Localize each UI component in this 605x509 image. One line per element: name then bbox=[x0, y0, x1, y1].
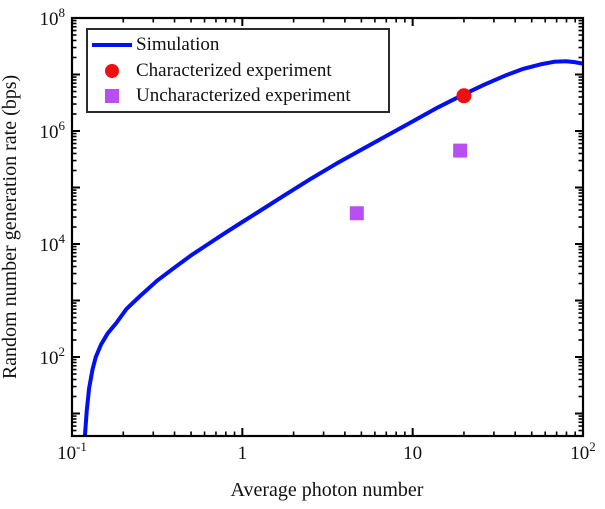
x-tick-label: 102 bbox=[570, 439, 596, 464]
legend-swatch-wrap bbox=[88, 42, 136, 47]
y-tick-label: 102 bbox=[40, 344, 66, 369]
x-tick-label: 1 bbox=[238, 443, 248, 464]
uncharacterized-square-swatch bbox=[105, 89, 119, 104]
uncharacterized-marker bbox=[349, 206, 364, 221]
uncharacterized-marker bbox=[453, 143, 468, 158]
simulation-curve bbox=[82, 59, 583, 436]
y-tick-label: 104 bbox=[40, 231, 66, 256]
x-tick-label: 10 bbox=[403, 443, 422, 464]
characterized-circle-swatch bbox=[105, 63, 119, 78]
legend-label-uncharacterized: Uncharacterized experiment bbox=[136, 85, 351, 107]
legend-label-characterized: Characterized experiment bbox=[136, 59, 332, 81]
characterized-marker bbox=[456, 88, 472, 104]
y-tick-label: 106 bbox=[40, 118, 66, 143]
y-axis-label: Random number generation rate (bps) bbox=[0, 75, 21, 379]
legend: Simulation Characterized experiment Unch… bbox=[86, 28, 390, 113]
legend-swatch-wrap bbox=[88, 63, 136, 78]
legend-swatch-wrap bbox=[88, 89, 136, 104]
legend-item-uncharacterized: Uncharacterized experiment bbox=[88, 83, 388, 109]
plot-border bbox=[70, 16, 585, 438]
legend-item-simulation: Simulation bbox=[88, 32, 388, 58]
x-axis-label: Average photon number bbox=[231, 479, 424, 501]
simulation-line-swatch bbox=[92, 42, 132, 47]
plot-area: 10-1 1 10 102 102 104 106 108 bbox=[40, 5, 596, 464]
legend-label-simulation: Simulation bbox=[136, 33, 220, 55]
legend-item-characterized: Characterized experiment bbox=[88, 58, 388, 84]
y-tick-label: 108 bbox=[40, 5, 66, 30]
x-tick-label: 10-1 bbox=[57, 439, 87, 464]
